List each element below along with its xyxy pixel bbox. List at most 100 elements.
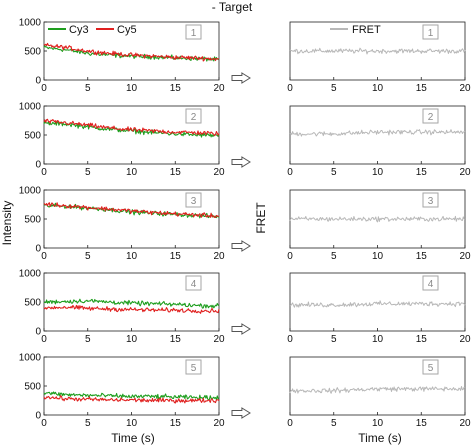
x-tick-label: 5 — [85, 418, 91, 429]
x-tick-label: 15 — [170, 167, 182, 178]
series-cy5-line — [43, 118, 220, 137]
panel-number-box — [185, 192, 202, 208]
y-tick-label: 0 — [35, 411, 41, 422]
right-arrow-icon — [231, 323, 251, 335]
y-tick-label: 1000 — [19, 186, 42, 197]
series-fret-line — [289, 47, 466, 55]
legend-label-cy5: Cy5 — [117, 24, 137, 36]
panel-number-box — [185, 359, 202, 375]
panel-number: 3 — [428, 196, 434, 207]
right-arrow-icon — [231, 407, 251, 419]
right-x-axis-title: Time (s) — [358, 431, 402, 445]
panel-number-box — [185, 24, 202, 40]
x-tick-label: 20 — [459, 83, 471, 94]
left-x-axis-title: Time (s) — [111, 431, 155, 445]
x-tick-label: 0 — [287, 251, 293, 262]
x-tick-label: 5 — [85, 83, 91, 94]
x-tick-label: 15 — [416, 167, 428, 178]
right-panel-3: 0 5 10 15 20 3 — [287, 189, 471, 262]
y-tick-label: 500 — [24, 382, 41, 393]
y-tick-label: 1000 — [19, 269, 42, 280]
x-tick-label: 5 — [85, 167, 91, 178]
left-panel-5: 0 5 10 15 20 0 500 1000 5 — [19, 353, 225, 430]
series-cy3-line — [43, 298, 220, 309]
y-tick-label: 1000 — [19, 18, 42, 29]
series-fret-line — [289, 215, 466, 223]
panel-number-box — [422, 108, 439, 124]
x-tick-label: 5 — [331, 334, 337, 345]
right-arrow-icon — [231, 72, 251, 84]
right-arrow-icon — [231, 156, 251, 168]
x-tick-label: 20 — [213, 167, 225, 178]
x-tick-label: 10 — [372, 251, 384, 262]
intensity-legend: Cy3 Cy5 — [48, 24, 137, 36]
plot-frame — [289, 356, 466, 416]
panel-number-box — [185, 108, 202, 124]
x-tick-label: 15 — [170, 334, 182, 345]
y-tick-label: 500 — [24, 298, 41, 309]
left-panel-2: 0 5 10 15 20 0 500 1000 2 — [19, 102, 225, 179]
y-tick-label: 1000 — [19, 102, 42, 113]
panel-number-box — [422, 24, 439, 40]
x-tick-label: 20 — [459, 167, 471, 178]
right-y-axis-title: FRET — [254, 202, 268, 234]
legend-label-fret: FRET — [352, 24, 381, 36]
y-tick-label: 0 — [35, 327, 41, 338]
y-tick-label: 500 — [24, 131, 41, 142]
y-tick-label: 1000 — [19, 353, 42, 364]
panel-number-box — [422, 275, 439, 291]
x-tick-label: 20 — [213, 418, 225, 429]
left-panel-1: 0 5 10 15 20 0 500 1000 1 Cy3 Cy5 — [19, 18, 225, 95]
x-tick-label: 0 — [287, 83, 293, 94]
x-tick-label: 5 — [331, 83, 337, 94]
panel-number-box — [422, 192, 439, 208]
x-tick-label: 5 — [85, 334, 91, 345]
panel-number: 2 — [191, 112, 197, 123]
panel-number: 5 — [191, 363, 197, 374]
panel-number: 2 — [428, 112, 434, 123]
right-panel-1: 0 5 10 15 20 1 FRET — [287, 21, 471, 94]
x-tick-label: 15 — [170, 83, 182, 94]
series-cy5-line — [43, 42, 220, 62]
x-tick-label: 10 — [126, 251, 138, 262]
right-panel-4: 0 5 10 15 20 4 — [287, 272, 471, 345]
panel-number: 5 — [428, 363, 434, 374]
legend-label-cy3: Cy3 — [69, 24, 89, 36]
series-fret-line — [289, 386, 466, 394]
right-panel-5: 0 5 10 15 20 5 — [287, 356, 471, 429]
x-tick-label: 0 — [287, 334, 293, 345]
series-cy3-line — [43, 120, 220, 138]
x-tick-label: 10 — [126, 418, 138, 429]
series-cy5-line — [43, 304, 220, 314]
x-tick-label: 20 — [459, 251, 471, 262]
x-tick-label: 15 — [416, 83, 428, 94]
x-tick-label: 15 — [170, 251, 182, 262]
x-tick-label: 5 — [85, 251, 91, 262]
x-tick-label: 20 — [459, 418, 471, 429]
figure-title: - Target — [212, 0, 253, 14]
left-panel-4: 0 5 10 15 20 0 500 1000 4 — [19, 269, 225, 346]
x-tick-label: 10 — [372, 167, 384, 178]
x-tick-label: 10 — [372, 334, 384, 345]
panel-number: 4 — [428, 279, 434, 290]
right-arrow-icon — [231, 240, 251, 252]
x-tick-label: 20 — [213, 83, 225, 94]
right-panel-2: 0 5 10 15 20 2 — [287, 105, 471, 178]
x-tick-label: 10 — [126, 334, 138, 345]
x-tick-label: 20 — [213, 334, 225, 345]
series-cy5-line — [43, 202, 220, 219]
panel-number: 1 — [191, 28, 197, 39]
x-tick-label: 20 — [213, 251, 225, 262]
plot-frame — [289, 272, 466, 332]
x-tick-label: 20 — [459, 334, 471, 345]
x-tick-label: 15 — [416, 334, 428, 345]
y-tick-label: 0 — [35, 76, 41, 87]
fret-legend: FRET — [330, 24, 381, 36]
y-tick-label: 0 — [35, 160, 41, 171]
x-tick-label: 5 — [331, 251, 337, 262]
panel-number-box — [185, 275, 202, 291]
x-tick-label: 0 — [287, 418, 293, 429]
panel-number: 1 — [428, 28, 434, 39]
panel-number: 3 — [191, 196, 197, 207]
